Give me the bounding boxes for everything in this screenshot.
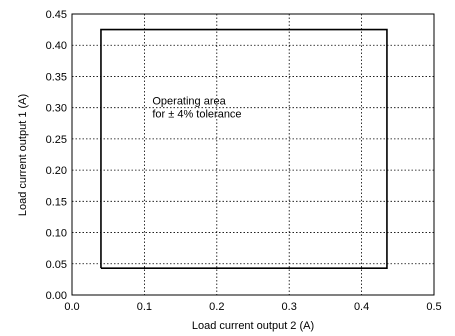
- x-tick-label: 0.0: [64, 301, 79, 313]
- annotation-line-1: Operating area: [152, 96, 226, 108]
- x-axis-title: Load current output 2 (A): [192, 320, 314, 332]
- x-axis-ticks: 0.0 0.1 0.2 0.3 0.4 0.5: [64, 301, 441, 313]
- plot-frame: [71, 13, 435, 296]
- y-axis-title: Load current output 1 (A): [17, 94, 29, 216]
- x-tick-label: 0.2: [209, 301, 224, 313]
- y-tick-label: 0.20: [46, 165, 67, 177]
- x-tick-label: 0.4: [354, 301, 369, 313]
- x-tick-label: 0.1: [137, 301, 152, 313]
- y-tick-label: 0.35: [46, 71, 67, 83]
- y-tick-label: 0.45: [46, 9, 67, 21]
- y-tick-label: 0.25: [46, 134, 67, 146]
- y-tick-label: 0.10: [46, 228, 67, 240]
- y-tick-label: 0.40: [46, 40, 67, 52]
- operating-area-boundary: [100, 28, 388, 269]
- annotation-line-2: for ± 4% tolerance: [152, 109, 241, 121]
- x-tick-label: 0.5: [426, 301, 441, 313]
- y-axis-ticks: 0.00 0.05 0.10 0.15 0.20 0.25 0.30 0.35 0.40 0.45: [46, 9, 67, 302]
- x-tick-label: 0.3: [282, 301, 297, 313]
- y-tick-label: 0.15: [46, 196, 67, 208]
- grid-lines: [72, 14, 434, 295]
- y-tick-label: 0.00: [46, 290, 67, 302]
- y-tick-label: 0.05: [46, 259, 67, 271]
- y-tick-label: 0.30: [46, 103, 67, 115]
